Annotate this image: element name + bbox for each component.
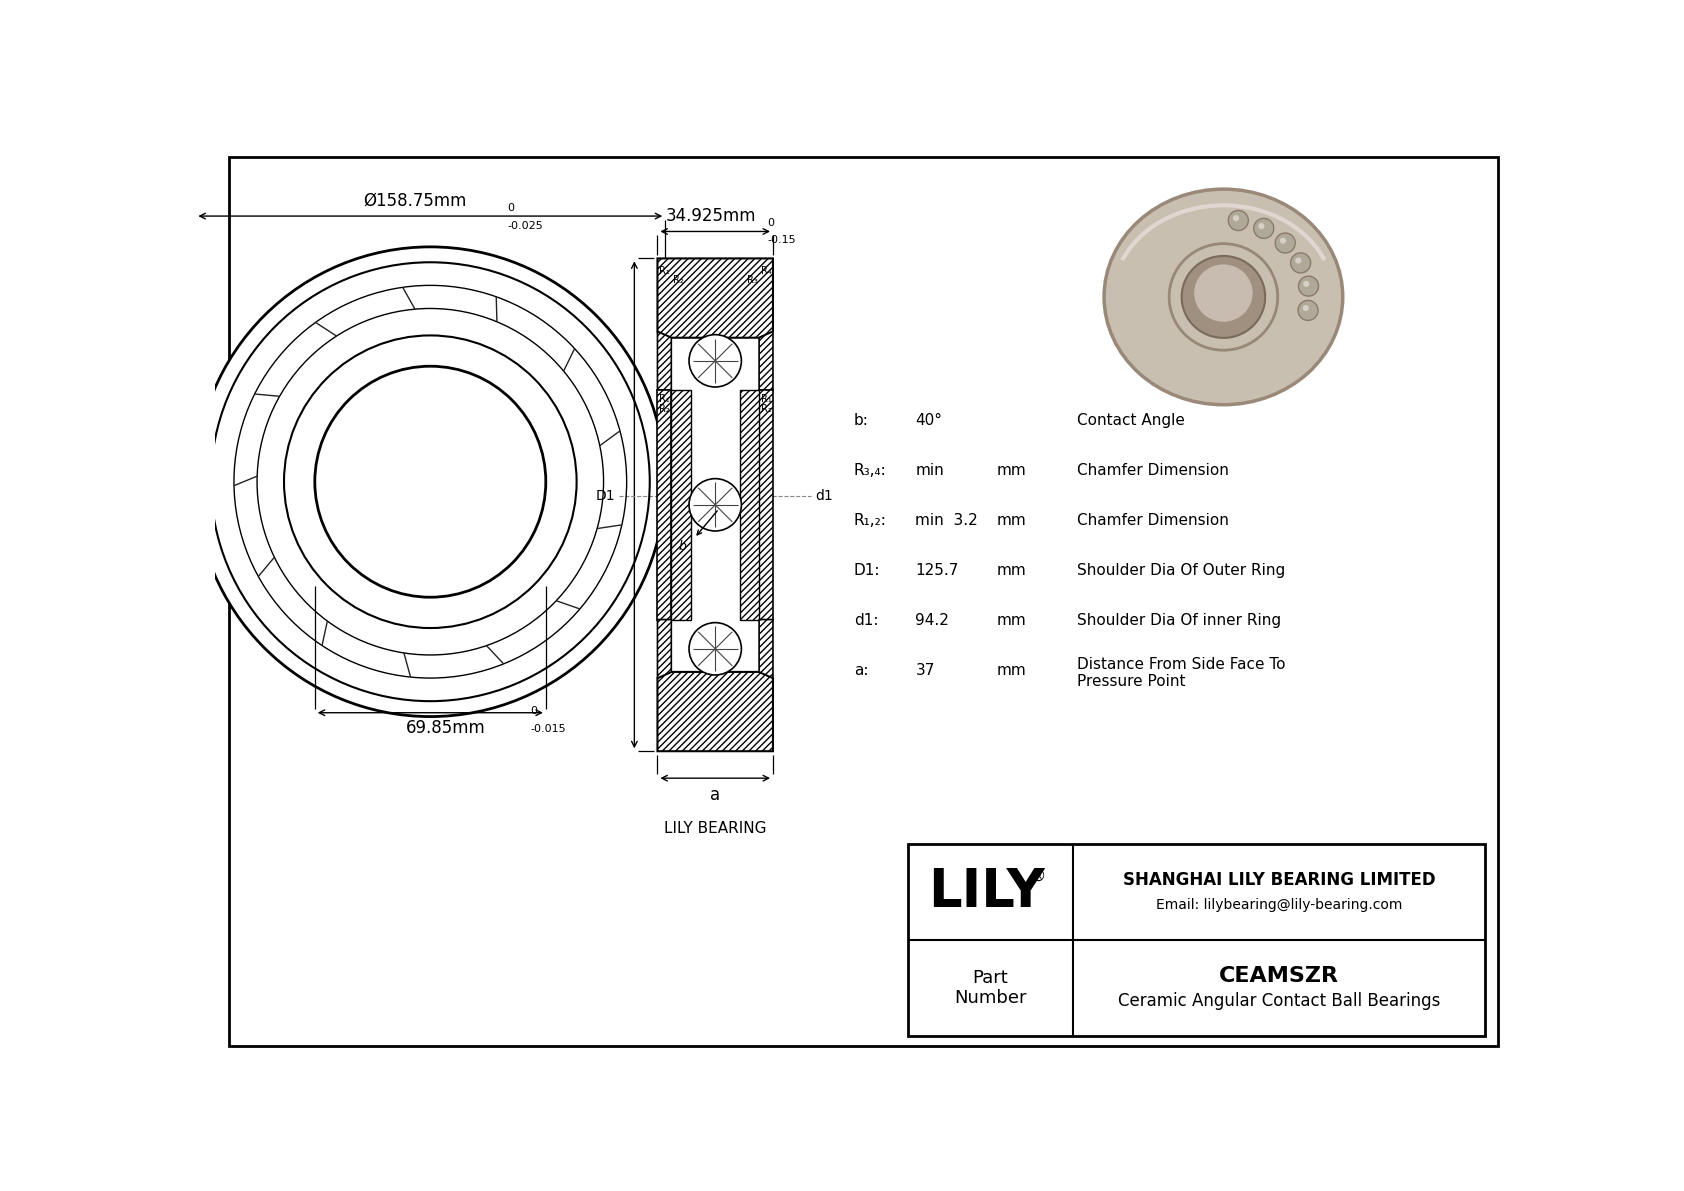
Text: D1: D1	[596, 488, 615, 503]
Polygon shape	[759, 391, 773, 619]
Text: Chamfer Dimension: Chamfer Dimension	[1078, 512, 1229, 528]
Ellipse shape	[1182, 256, 1265, 338]
Text: mm: mm	[997, 613, 1026, 628]
Circle shape	[689, 335, 741, 387]
Circle shape	[1233, 216, 1239, 222]
Text: a:: a:	[854, 663, 869, 678]
Text: min: min	[916, 462, 945, 478]
Polygon shape	[759, 331, 773, 391]
Text: R₁: R₁	[658, 266, 670, 276]
Text: R₃,₄:: R₃,₄:	[854, 462, 886, 478]
Ellipse shape	[1105, 189, 1342, 405]
Circle shape	[689, 623, 741, 675]
Text: R₂: R₂	[658, 404, 670, 414]
Ellipse shape	[195, 247, 665, 717]
Text: mm: mm	[997, 462, 1026, 478]
Circle shape	[1275, 233, 1295, 252]
Circle shape	[1303, 281, 1308, 287]
Text: Part
Number: Part Number	[955, 968, 1027, 1008]
Text: Distance From Side Face To: Distance From Side Face To	[1078, 656, 1285, 672]
Circle shape	[1295, 257, 1302, 263]
Text: 94.2: 94.2	[916, 613, 950, 628]
Text: d1:: d1:	[854, 613, 879, 628]
Text: R₁: R₁	[658, 394, 670, 404]
Circle shape	[689, 479, 741, 531]
Text: 125.7: 125.7	[916, 563, 958, 578]
Polygon shape	[657, 672, 773, 752]
Text: Ceramic Angular Contact Ball Bearings: Ceramic Angular Contact Ball Bearings	[1118, 992, 1440, 1010]
Text: Contact Angle: Contact Angle	[1078, 412, 1186, 428]
Text: 0: 0	[530, 706, 537, 716]
Polygon shape	[657, 391, 672, 619]
Circle shape	[1255, 218, 1273, 238]
Polygon shape	[759, 619, 773, 678]
Circle shape	[1303, 305, 1308, 311]
Text: Pressure Point: Pressure Point	[1078, 674, 1186, 688]
Circle shape	[1298, 300, 1319, 320]
Text: R₁,₂:: R₁,₂:	[854, 512, 887, 528]
Text: -0.015: -0.015	[530, 723, 566, 734]
Polygon shape	[657, 331, 672, 391]
Circle shape	[1298, 276, 1319, 297]
Text: min  3.2: min 3.2	[916, 512, 978, 528]
Text: 0: 0	[768, 218, 775, 227]
Text: a: a	[711, 786, 721, 804]
Text: Ø158.75mm: Ø158.75mm	[364, 192, 466, 210]
Circle shape	[1258, 223, 1265, 229]
Text: R₂: R₂	[761, 404, 771, 414]
Text: 0: 0	[507, 202, 514, 213]
Circle shape	[1290, 252, 1310, 273]
Text: 34.925mm: 34.925mm	[667, 207, 756, 225]
Circle shape	[1280, 238, 1287, 244]
Text: R₁: R₁	[761, 394, 771, 404]
Text: SHANGHAI LILY BEARING LIMITED: SHANGHAI LILY BEARING LIMITED	[1123, 871, 1435, 890]
Text: Chamfer Dimension: Chamfer Dimension	[1078, 462, 1229, 478]
Text: CEAMSZR: CEAMSZR	[1219, 966, 1339, 986]
Ellipse shape	[315, 366, 546, 597]
Text: d1: d1	[815, 488, 834, 503]
Text: b:: b:	[854, 412, 869, 428]
Polygon shape	[657, 258, 773, 338]
Text: mm: mm	[997, 512, 1026, 528]
Text: 40°: 40°	[916, 412, 943, 428]
Text: Email: lilybearing@lily-bearing.com: Email: lilybearing@lily-bearing.com	[1155, 898, 1403, 912]
Text: -0.15: -0.15	[768, 236, 797, 245]
Text: D1:: D1:	[854, 563, 881, 578]
Text: 37: 37	[916, 663, 935, 678]
Text: Shoulder Dia Of Outer Ring: Shoulder Dia Of Outer Ring	[1078, 563, 1285, 578]
Circle shape	[1228, 211, 1248, 231]
Text: ®: ®	[1031, 869, 1046, 884]
Text: LILY BEARING: LILY BEARING	[663, 821, 766, 836]
Text: mm: mm	[997, 563, 1026, 578]
Polygon shape	[739, 391, 759, 619]
Text: 69.85mm: 69.85mm	[406, 719, 485, 737]
Text: R₂: R₂	[674, 275, 684, 286]
Text: -0.025: -0.025	[507, 220, 542, 231]
Polygon shape	[657, 619, 672, 678]
Ellipse shape	[1194, 264, 1253, 322]
Text: R₄: R₄	[761, 266, 771, 276]
Polygon shape	[672, 391, 690, 619]
Text: Shoulder Dia Of inner Ring: Shoulder Dia Of inner Ring	[1078, 613, 1282, 628]
Text: b: b	[679, 540, 687, 553]
Text: mm: mm	[997, 663, 1026, 678]
Text: R₃: R₃	[746, 275, 758, 286]
Text: LILY: LILY	[928, 866, 1046, 918]
